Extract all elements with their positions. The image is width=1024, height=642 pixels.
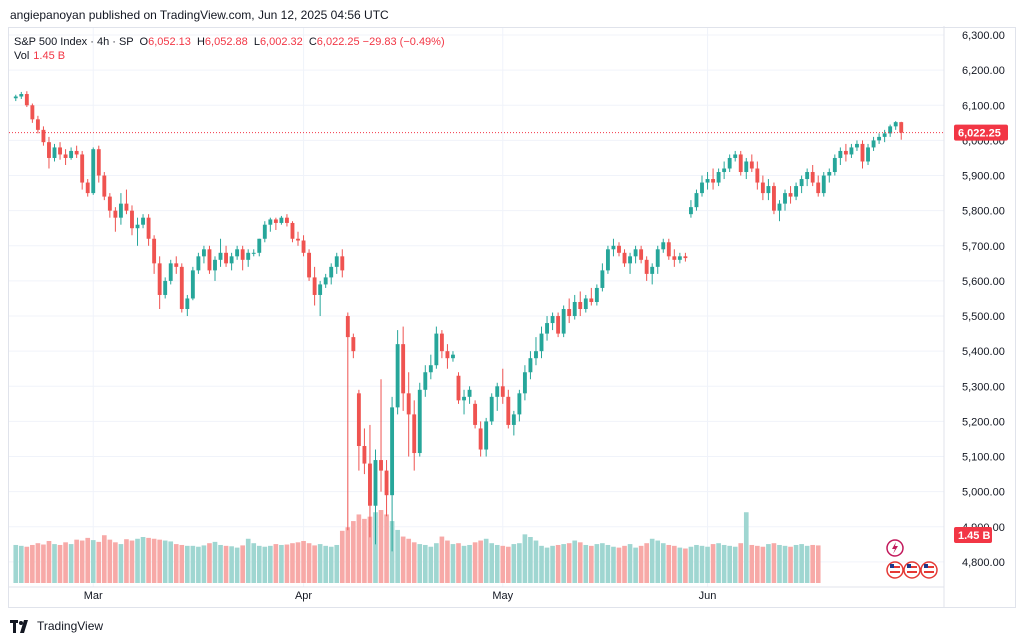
volume-value: 1.45 B bbox=[33, 50, 66, 62]
footer: TradingView bbox=[10, 619, 103, 633]
volume-label: Vol bbox=[14, 50, 30, 62]
close-value: 6,022.25 bbox=[316, 36, 360, 48]
symbol-label[interactable]: S&P 500 Index · 4h · SP bbox=[14, 36, 134, 48]
change-value: −29.83 (−0.49%) bbox=[362, 36, 445, 48]
chart-frame[interactable] bbox=[8, 27, 1016, 608]
ohlc-legend: S&P 500 Index · 4h · SP O6,052.13 H6,052… bbox=[14, 34, 445, 50]
low-value: 6,002.32 bbox=[259, 36, 303, 48]
volume-legend: Vol 1.45 B bbox=[14, 50, 65, 62]
high-label: H bbox=[196, 36, 205, 48]
footer-brand[interactable]: TradingView bbox=[37, 619, 104, 633]
low-label: L bbox=[253, 36, 260, 48]
high-value: 6,052.88 bbox=[204, 36, 248, 48]
close-label: C bbox=[308, 36, 317, 48]
publisher-line: angiepanoyan published on TradingView.co… bbox=[10, 8, 389, 22]
tradingview-logo-icon bbox=[10, 619, 28, 633]
open-value: 6,052.13 bbox=[148, 36, 191, 48]
open-label: O bbox=[139, 36, 149, 48]
